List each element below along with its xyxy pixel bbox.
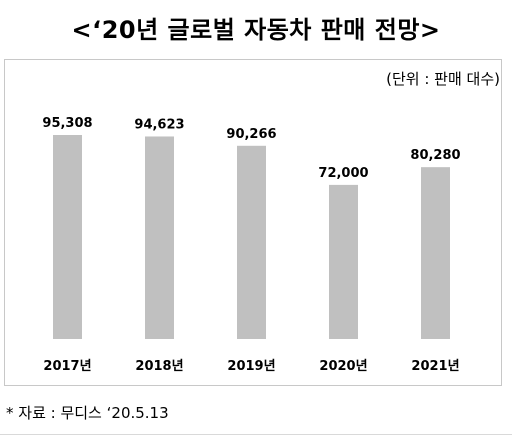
bar-2017년 [53,135,82,339]
value-label: 72,000 [318,166,368,181]
value-label: 90,266 [226,127,276,142]
bar-2018년 [145,136,174,339]
bar-2020년 [329,184,358,339]
bar-2021년 [421,167,450,339]
category-label: 2018년 [135,359,183,374]
chart-title: <‘20년 글로벌 자동차 판매 전망> [71,16,441,44]
category-label: 2020년 [319,359,367,374]
bottom-divider [0,434,512,435]
unit-label: (단위 : 판매 대수) [386,70,500,88]
value-label: 95,308 [42,116,92,131]
value-label: 94,623 [134,117,184,132]
category-label: 2021년 [411,359,459,374]
category-label: 2017년 [43,359,91,374]
bar-2019년 [237,145,266,339]
category-label: 2019년 [227,359,275,374]
chart-frame [4,59,502,386]
value-label: 80,280 [410,148,460,163]
source-note: * 자료 : 무디스 ‘20.5.13 [6,404,169,422]
